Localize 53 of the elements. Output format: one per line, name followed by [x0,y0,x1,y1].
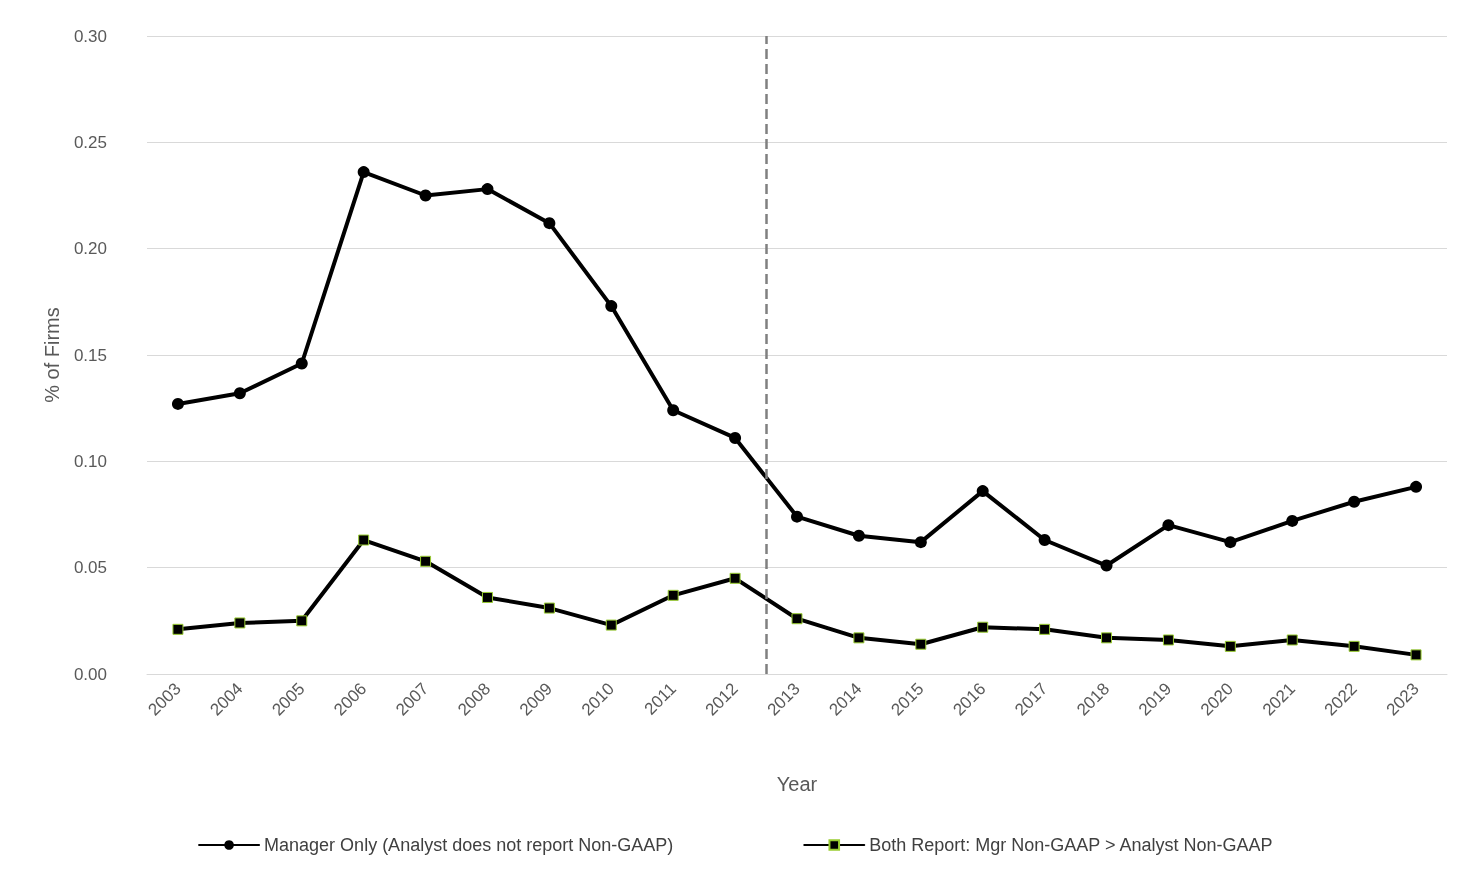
point [605,619,617,631]
point [729,431,742,444]
y-tick-label: 0.30 [73,26,107,46]
y-tick-label: 0.25 [73,132,107,152]
point [357,166,370,179]
point [667,404,680,417]
point [172,623,184,635]
point [976,485,989,498]
point [1162,634,1174,646]
legend-label: Manager Only (Analyst does not report Non-GAAP) [264,835,674,855]
point [1348,495,1361,508]
point [1100,559,1113,572]
point [853,632,865,644]
point [1348,640,1360,652]
point [481,591,493,603]
point [1410,480,1423,493]
point [1286,634,1298,646]
x-axis-title: Year [776,773,818,795]
point [1410,649,1422,661]
point [171,397,184,410]
point [419,189,432,202]
point [791,510,803,523]
point [852,529,865,542]
point [915,638,927,650]
point [233,387,246,400]
point [729,572,741,584]
point [1038,534,1051,547]
point [234,617,246,629]
y-axis-title: % of Firms [41,307,63,403]
point [296,615,308,627]
point [1039,623,1051,635]
point [977,621,989,633]
point [358,534,370,546]
point [295,357,308,370]
point [1286,514,1299,527]
legend-label: Both Report: Mgr Non-GAAP > Analyst Non-GAAP [869,835,1273,855]
point [605,300,618,313]
point [420,555,432,567]
y-tick-label: 0.20 [73,239,107,259]
point [481,183,494,196]
point [914,536,927,549]
point [791,613,803,625]
point [1162,519,1175,532]
point [543,217,556,230]
point [1101,632,1113,644]
y-tick-label: 0.15 [73,345,107,365]
y-tick-label: 0.00 [73,664,107,684]
y-tick-label: 0.05 [73,558,107,578]
point [667,589,679,601]
y-tick-label: 0.10 [73,451,107,471]
point [543,602,555,614]
point [1224,536,1237,549]
point [1224,640,1236,652]
